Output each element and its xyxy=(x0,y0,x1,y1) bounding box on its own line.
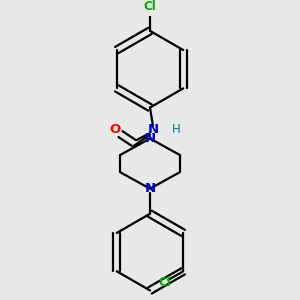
Text: H: H xyxy=(172,123,181,136)
Text: N: N xyxy=(147,123,158,136)
Text: Cl: Cl xyxy=(158,275,171,289)
Text: N: N xyxy=(144,182,156,195)
Text: Cl: Cl xyxy=(144,0,156,13)
Text: N: N xyxy=(144,132,156,145)
Text: O: O xyxy=(109,123,120,136)
